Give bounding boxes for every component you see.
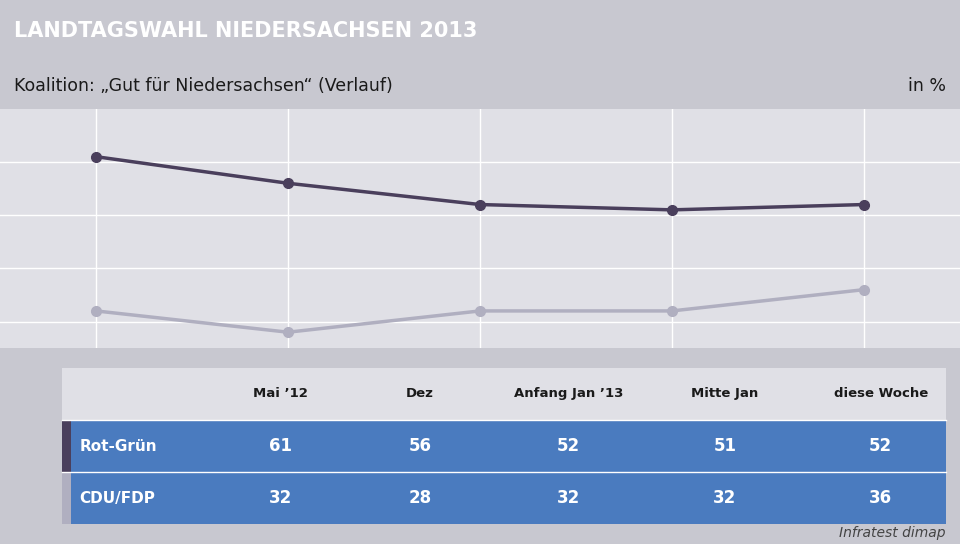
Text: Mai ’12: Mai ’12	[253, 387, 308, 400]
Text: 28: 28	[408, 489, 432, 508]
Bar	[62, 472, 946, 524]
Text: LANDTAGSWAHL NIEDERSACHSEN 2013: LANDTAGSWAHL NIEDERSACHSEN 2013	[14, 21, 478, 41]
Bar	[62, 420, 946, 472]
Text: Mitte Jan: Mitte Jan	[691, 387, 758, 400]
Text: 56: 56	[409, 437, 431, 455]
Text: Anfang Jan ’13: Anfang Jan ’13	[515, 387, 623, 400]
Text: 36: 36	[869, 489, 893, 508]
Text: Koalition: „Gut für Niedersachsen“ (Verlauf): Koalition: „Gut für Niedersachsen“ (Verl…	[14, 77, 394, 95]
Text: Dez: Dez	[406, 387, 434, 400]
Text: 32: 32	[557, 489, 581, 508]
Text: in %: in %	[907, 77, 946, 95]
Text: 51: 51	[713, 437, 736, 455]
Text: Rot-Grün: Rot-Grün	[80, 438, 157, 454]
Text: diese Woche: diese Woche	[833, 387, 928, 400]
Bar	[62, 420, 71, 472]
Text: 61: 61	[270, 437, 292, 455]
Text: 32: 32	[269, 489, 293, 508]
Text: 52: 52	[869, 437, 893, 455]
Bar	[62, 368, 946, 420]
Bar	[62, 472, 71, 524]
Text: 52: 52	[557, 437, 581, 455]
Text: Infratest dimap: Infratest dimap	[839, 526, 946, 540]
Text: 32: 32	[713, 489, 736, 508]
Text: CDU/FDP: CDU/FDP	[80, 491, 156, 506]
